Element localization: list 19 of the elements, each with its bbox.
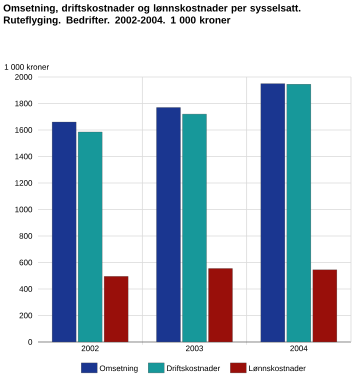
y-tick-label: 800: [19, 233, 32, 239]
y-tick-label: 1200: [15, 180, 32, 186]
y-tick-label: 0: [28, 339, 32, 345]
legend-label: Lønnskostnader: [249, 365, 306, 372]
y-tick-label: 2000: [15, 74, 32, 80]
y-axis-title: 1 000 kroner: [4, 64, 49, 70]
y-tick-label: 1600: [15, 127, 32, 133]
y-tick-label: 1400: [15, 154, 32, 160]
legend-label: Omsetning: [100, 365, 138, 373]
legend-label: Driftskostnader: [167, 365, 220, 372]
x-tick-label: 2002: [82, 346, 99, 352]
x-tick-label: 2003: [186, 346, 204, 352]
chart-title: Omsetning, driftskostnader og lønnskostnader per sysselsatt. Ruteflyging. Bedrifter. 2002-2004. 1 000 kroner: [4, 4, 300, 26]
y-tick-label: 1000: [15, 206, 32, 212]
x-tick-label: 2004: [290, 346, 308, 352]
y-tick-label: 200: [20, 312, 32, 318]
y-tick-label: 400: [19, 286, 32, 292]
y-tick-label: 1800: [15, 100, 32, 106]
y-tick-label: 600: [20, 260, 32, 266]
